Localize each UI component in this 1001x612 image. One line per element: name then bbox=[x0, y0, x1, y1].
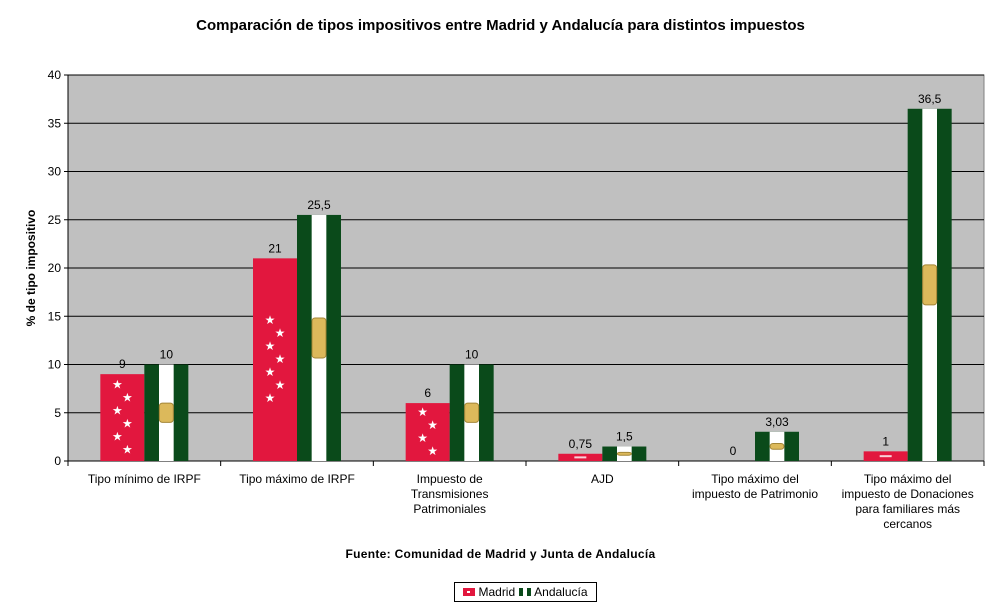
madrid-star-mark: ★ bbox=[275, 352, 286, 366]
madrid-star-mark: ★ bbox=[265, 365, 276, 379]
x-tick-label: Patrimoniales bbox=[413, 502, 486, 516]
x-tick-label: cercanos bbox=[883, 517, 932, 531]
legend-label-madrid: Madrid bbox=[478, 585, 516, 599]
andalucia-emblem bbox=[464, 402, 480, 423]
x-tick-label: para familiares más bbox=[855, 502, 960, 516]
madrid-star-mark: ★ bbox=[275, 378, 286, 392]
x-tick-label: impuesto de Patrimonio bbox=[692, 487, 818, 501]
data-label-andalucia: 10 bbox=[465, 348, 479, 362]
legend-label-andalucia: Andalucía bbox=[534, 585, 588, 599]
x-tick-label: Transmisiones bbox=[411, 487, 489, 501]
madrid-star-mark: ★ bbox=[417, 431, 428, 445]
madrid-star-mark: ★ bbox=[275, 326, 286, 340]
andalucia-emblem bbox=[311, 317, 327, 359]
bar-madrid bbox=[405, 403, 450, 461]
madrid-star-mark: ★ bbox=[112, 404, 123, 418]
legend-item-madrid: Madrid bbox=[463, 585, 515, 599]
x-tick-label: Impuesto de bbox=[417, 472, 483, 486]
bar-madrid bbox=[100, 374, 145, 461]
data-label-madrid: 0,75 bbox=[569, 437, 593, 451]
madrid-star-mark: ★ bbox=[427, 418, 438, 432]
data-label-andalucia: 25,5 bbox=[307, 198, 331, 212]
x-tick-label: impuesto de Donaciones bbox=[842, 487, 974, 501]
legend-swatch-madrid bbox=[463, 588, 476, 596]
y-tick-label: 25 bbox=[48, 213, 62, 227]
andalucia-emblem bbox=[922, 264, 938, 306]
y-tick-label: 10 bbox=[48, 358, 62, 372]
data-label-andalucia: 1,5 bbox=[616, 430, 633, 444]
source-note: Fuente: Comunidad de Madrid y Junta de A… bbox=[345, 547, 656, 561]
madrid-star-mark: ★ bbox=[112, 430, 123, 444]
legend: Madrid Andalucía bbox=[454, 582, 597, 602]
madrid-star-mark bbox=[574, 456, 587, 459]
madrid-star-mark: ★ bbox=[265, 391, 276, 405]
y-tick-label: 35 bbox=[48, 116, 62, 130]
data-label-madrid: 1 bbox=[882, 434, 889, 448]
y-tick-label: 15 bbox=[48, 309, 62, 323]
data-label-madrid: 0 bbox=[730, 444, 737, 458]
data-label-madrid: 6 bbox=[424, 386, 431, 400]
x-tick-label: Tipo máximo del bbox=[864, 472, 952, 486]
andalucia-emblem bbox=[158, 402, 174, 423]
y-tick-label: 40 bbox=[48, 68, 62, 82]
bar-madrid bbox=[253, 258, 297, 461]
y-tick-label: 30 bbox=[48, 165, 62, 179]
andalucia-emblem bbox=[616, 451, 632, 456]
x-tick-label: Tipo mínimo de IRPF bbox=[88, 472, 201, 486]
madrid-star-mark: ★ bbox=[122, 417, 133, 431]
madrid-star-mark: ★ bbox=[417, 405, 428, 419]
y-tick-label: 5 bbox=[54, 406, 61, 420]
data-label-madrid: 21 bbox=[268, 241, 282, 255]
madrid-star-mark: ★ bbox=[427, 444, 438, 458]
y-tick-label: 20 bbox=[48, 261, 62, 275]
andalucia-emblem bbox=[769, 442, 785, 450]
data-label-andalucia: 3,03 bbox=[765, 415, 789, 429]
x-tick-label: Tipo máximo del bbox=[711, 472, 799, 486]
data-label-madrid: 9 bbox=[119, 357, 126, 371]
data-label-andalucia: 10 bbox=[160, 348, 174, 362]
x-tick-label: AJD bbox=[591, 472, 614, 486]
madrid-star-mark: ★ bbox=[122, 443, 133, 457]
madrid-star-mark bbox=[879, 455, 892, 458]
y-axis-label: % de tipo impositivo bbox=[24, 210, 38, 327]
y-tick-label: 0 bbox=[54, 454, 61, 468]
x-tick-label: Tipo máximo de IRPF bbox=[239, 472, 355, 486]
legend-item-andalucia: Andalucía bbox=[519, 585, 588, 599]
madrid-star-mark: ★ bbox=[265, 313, 276, 327]
madrid-star-mark: ★ bbox=[112, 378, 123, 392]
madrid-star-mark: ★ bbox=[122, 391, 133, 405]
madrid-star-mark: ★ bbox=[265, 339, 276, 353]
legend-swatch-andalucia bbox=[519, 588, 532, 596]
chart-title: Comparación de tipos impositivos entre M… bbox=[196, 17, 805, 34]
data-label-andalucia: 36,5 bbox=[918, 92, 942, 106]
